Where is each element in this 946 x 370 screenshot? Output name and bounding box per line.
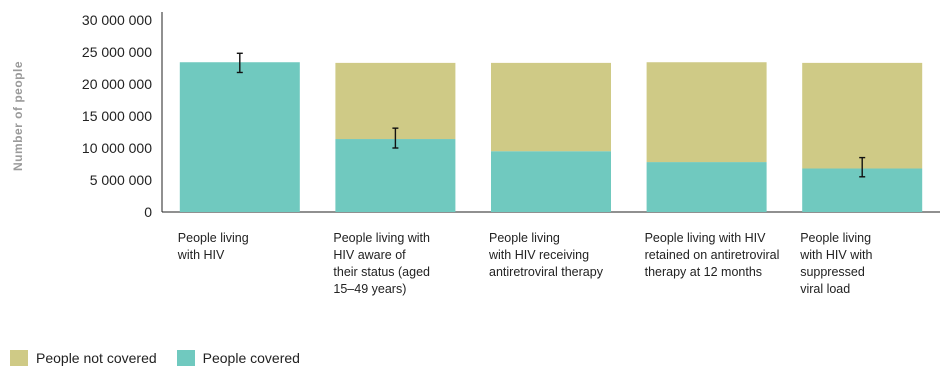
- chart: 0 5 000 000 10 000 000 15 000 000 20 000 000…: [11, 12, 940, 220]
- bar-not-covered: [335, 62, 456, 140]
- legend-label-not-covered: People not covered: [36, 350, 157, 366]
- legend: People not covered People covered: [10, 350, 320, 366]
- y-tick-label: 30 000 000: [82, 12, 152, 28]
- bar-covered: [646, 162, 767, 212]
- bar-covered: [335, 139, 456, 212]
- x-category-label-line: People living: [489, 231, 560, 245]
- bar-not-covered: [802, 62, 923, 169]
- y-tick-label: 10 000 000: [82, 140, 152, 156]
- x-category-label-line: People living: [177, 231, 249, 245]
- x-category-label: People living with HIV: [178, 230, 249, 264]
- legend-swatch-covered: [176, 350, 195, 366]
- x-category-label-line: People living with HIV: [644, 231, 766, 245]
- bar-covered: [491, 151, 611, 212]
- y-tick-label: 20 000 000: [82, 76, 152, 92]
- x-category-label-line: antiretroviral therapy: [489, 265, 603, 279]
- x-category-label: People living with HIV aware of their stat…: [333, 230, 430, 298]
- x-category-label-line: with HIV: [177, 248, 225, 262]
- x-category-label-line: 15–49 years): [333, 282, 407, 296]
- x-category-label-line: retained on antiretroviral: [644, 248, 780, 262]
- legend-swatch-not-covered: [10, 350, 28, 366]
- x-category-label-line: People living: [800, 231, 872, 245]
- x-category-label-line: viral load: [800, 282, 851, 296]
- y-tick-label: 25 000 000: [82, 44, 152, 60]
- y-tick-label: 15 000 000: [82, 108, 152, 124]
- x-category-label-line: suppressed: [800, 265, 865, 279]
- x-category-label-line: their status (aged: [333, 265, 430, 279]
- legend-item-not-covered: People not covered: [10, 350, 157, 366]
- legend-label-covered: People covered: [202, 350, 300, 366]
- x-category-label: People living with HIV retained on antire…: [645, 230, 780, 281]
- bar-not-covered: [491, 62, 611, 152]
- x-category-label-line: therapy at 12 months: [644, 265, 763, 279]
- y-tick-label: 5 000 000: [90, 172, 152, 188]
- x-category-label: People living with HIV receiving antiretro…: [489, 230, 603, 281]
- x-category-label-line: People living with: [333, 231, 430, 245]
- x-category-label-line: with HIV receiving: [489, 248, 590, 262]
- x-category-label: People living with HIV with suppressed vira…: [800, 230, 872, 298]
- x-category-label-line: with HIV with: [800, 248, 873, 262]
- bar-covered: [179, 62, 300, 212]
- bar-not-covered: [646, 62, 767, 163]
- y-axis-title: Number of people: [11, 61, 25, 171]
- y-tick-label: 0: [144, 204, 152, 220]
- x-category-label-line: HIV aware of: [333, 248, 406, 262]
- legend-item-covered: People covered: [176, 350, 300, 366]
